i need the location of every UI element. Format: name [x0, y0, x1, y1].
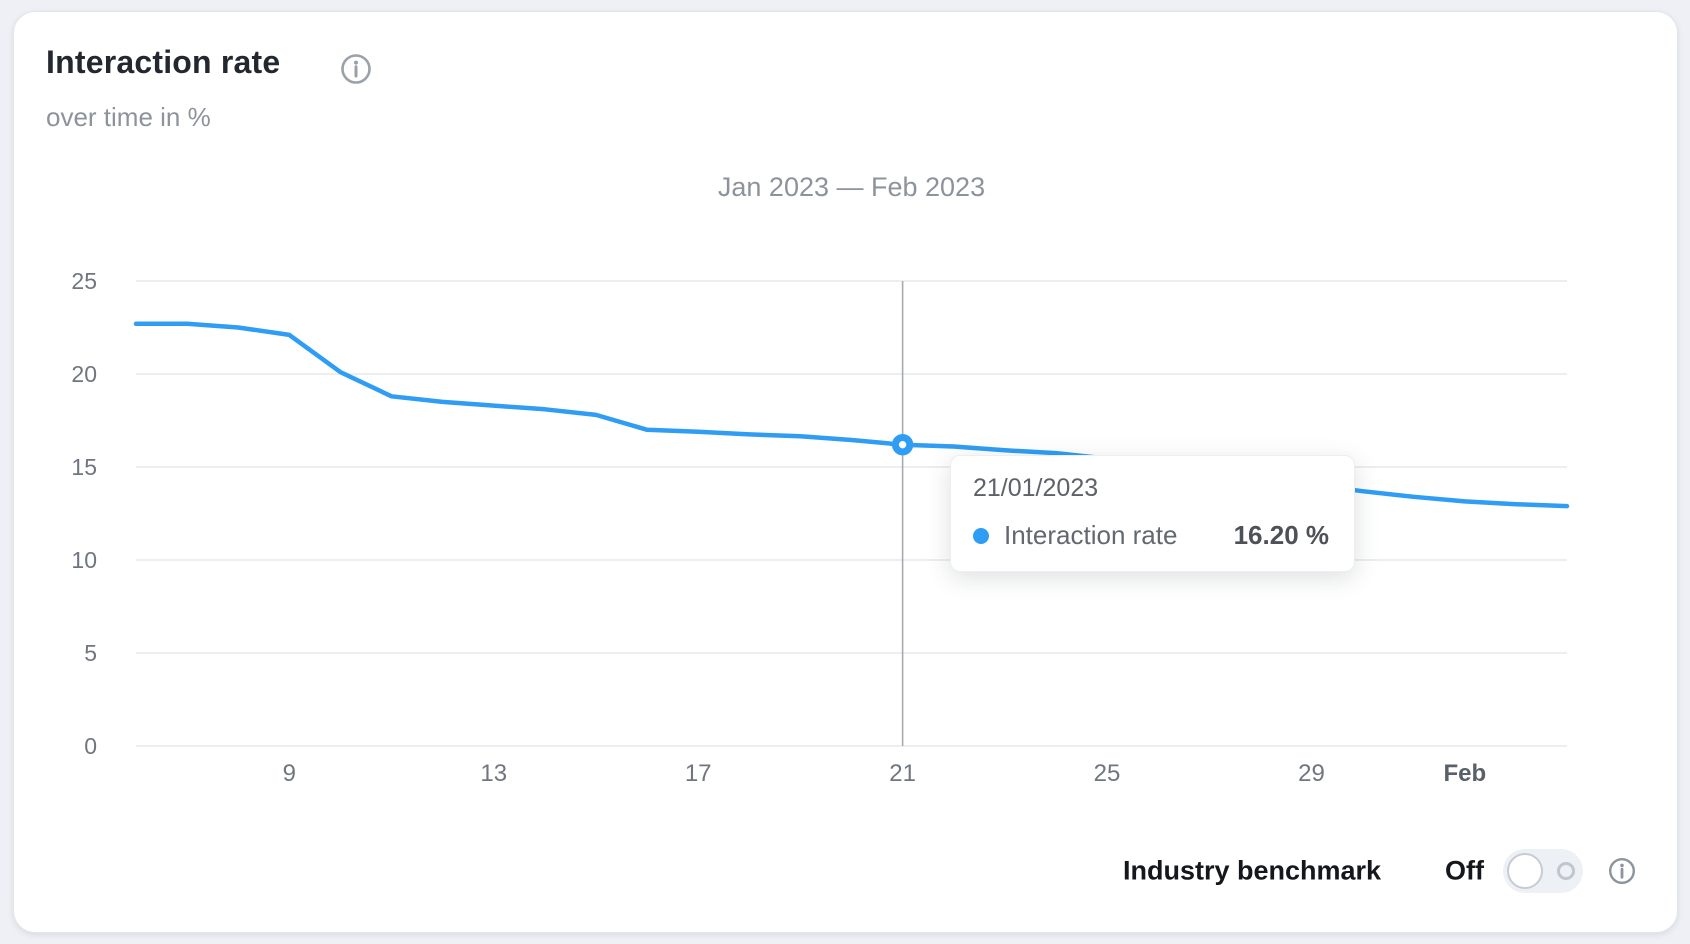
industry-benchmark-toggle[interactable]: [1503, 849, 1583, 893]
y-tick-label: 15: [71, 454, 97, 480]
tooltip-date: 21/01/2023: [973, 474, 1099, 502]
chart-tooltip: 21/01/2023 Interaction rate 16.20 %: [950, 455, 1355, 572]
benchmark-info-icon[interactable]: [1608, 857, 1636, 885]
chart-date-range-title: Jan 2023 — Feb 2023: [717, 172, 986, 202]
y-tick-label: 5: [84, 640, 97, 666]
chart-subtitle: over time in %: [46, 102, 211, 132]
tooltip-series-label: Interaction rate: [1004, 520, 1178, 550]
toggle-thumb[interactable]: [1507, 853, 1543, 889]
tooltip-value: 16.20 %: [1233, 520, 1329, 550]
x-tick-label: 9: [283, 760, 296, 787]
series-dot-icon: [973, 527, 989, 544]
x-tick-label: Feb: [1443, 760, 1486, 787]
x-tick-label: 21: [889, 760, 916, 787]
y-tick-label: 25: [71, 268, 97, 294]
hovered-point-marker: [891, 433, 914, 456]
toggle-off-indicator-icon: [1557, 862, 1575, 880]
x-tick-label: 29: [1298, 760, 1325, 787]
industry-benchmark-label: Industry benchmark: [1123, 855, 1382, 886]
x-tick-label: 25: [1094, 760, 1121, 787]
benchmark-state-label: Off: [1445, 855, 1484, 886]
x-tick-label: 17: [685, 760, 712, 787]
y-tick-label: 20: [71, 361, 97, 387]
title-info-icon[interactable]: [340, 53, 372, 85]
y-tick-label: 0: [84, 733, 97, 759]
interaction-rate-card: [13, 11, 1678, 933]
tooltip-series-row: Interaction rate 16.20 %: [973, 520, 1329, 551]
page-title: Interaction rate: [46, 44, 281, 80]
x-tick-label: 13: [480, 760, 507, 787]
y-tick-label: 10: [71, 547, 97, 573]
